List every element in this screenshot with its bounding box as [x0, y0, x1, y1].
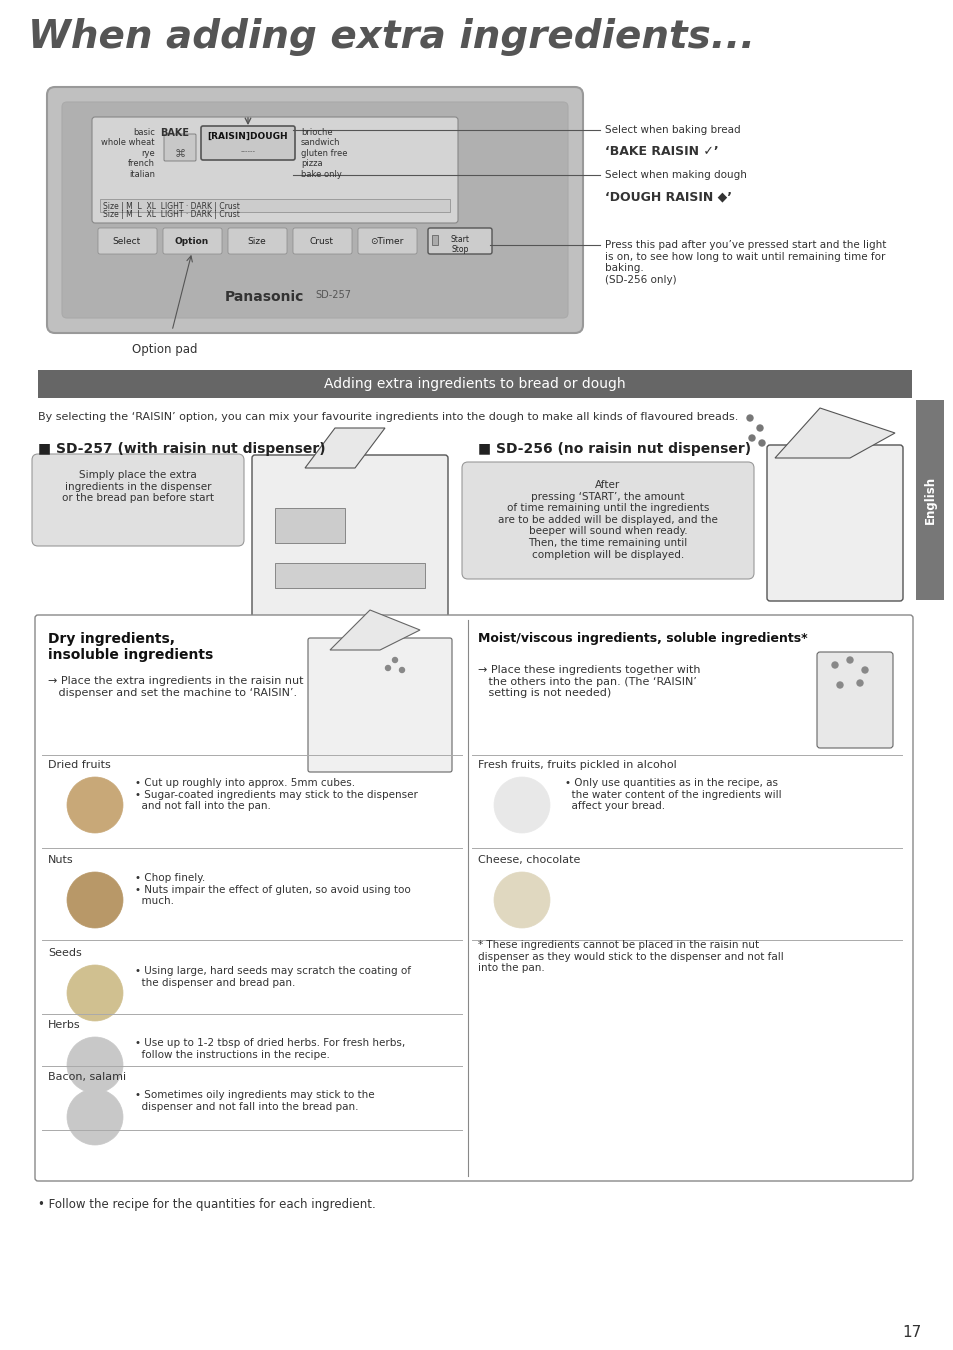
Circle shape: [856, 680, 862, 686]
Text: Simply place the extra
ingredients in the dispenser
or the bread pan before star: Simply place the extra ingredients in th…: [62, 470, 213, 504]
Text: Fresh fruits, fruits pickled in alcohol: Fresh fruits, fruits pickled in alcohol: [477, 760, 676, 770]
FancyBboxPatch shape: [766, 446, 902, 601]
Bar: [432, 235, 437, 244]
FancyBboxPatch shape: [100, 198, 450, 212]
Text: • Sometimes oily ingredients may stick to the
  dispenser and not fall into the : • Sometimes oily ingredients may stick t…: [135, 1089, 375, 1111]
Circle shape: [757, 425, 762, 431]
Text: Seeds: Seeds: [48, 948, 82, 958]
Circle shape: [392, 657, 397, 663]
Circle shape: [748, 435, 754, 441]
Text: ■ SD-257 (with raisin nut dispenser): ■ SD-257 (with raisin nut dispenser): [38, 441, 325, 456]
FancyBboxPatch shape: [32, 454, 244, 545]
Text: • Cut up roughly into approx. 5mm cubes.
• Sugar-coated ingredients may stick to: • Cut up roughly into approx. 5mm cubes.…: [135, 778, 417, 811]
Text: ‘BAKE RAISIN ✓’: ‘BAKE RAISIN ✓’: [604, 144, 718, 158]
Polygon shape: [330, 610, 419, 649]
FancyBboxPatch shape: [163, 228, 222, 254]
Text: Dried fruits: Dried fruits: [48, 760, 111, 770]
Polygon shape: [305, 428, 385, 468]
Circle shape: [67, 1089, 123, 1145]
FancyBboxPatch shape: [252, 455, 448, 626]
Text: ⌘: ⌘: [174, 148, 186, 159]
Text: → Place these ingredients together with
   the others into the pan. (The ‘RAISIN: → Place these ingredients together with …: [477, 666, 700, 698]
Circle shape: [385, 666, 390, 671]
Text: [RAISIN]DOUGH: [RAISIN]DOUGH: [208, 132, 288, 140]
FancyBboxPatch shape: [357, 228, 416, 254]
Bar: [274, 563, 424, 589]
Text: • Use up to 1-2 tbsp of dried herbs. For fresh herbs,
  follow the instructions : • Use up to 1-2 tbsp of dried herbs. For…: [135, 1038, 405, 1060]
FancyBboxPatch shape: [91, 117, 457, 223]
FancyBboxPatch shape: [62, 103, 567, 319]
Text: SD-257: SD-257: [314, 290, 351, 300]
FancyBboxPatch shape: [201, 126, 294, 161]
Text: English: English: [923, 477, 936, 524]
Text: Cheese, chocolate: Cheese, chocolate: [477, 855, 579, 865]
FancyBboxPatch shape: [35, 616, 912, 1181]
Text: ⊙Timer: ⊙Timer: [370, 236, 403, 246]
Circle shape: [759, 440, 764, 446]
Text: When adding extra ingredients...: When adding extra ingredients...: [28, 18, 754, 55]
Circle shape: [831, 662, 837, 668]
Text: BAKE: BAKE: [160, 128, 190, 138]
Text: Adding extra ingredients to bread or dough: Adding extra ingredients to bread or dou…: [324, 377, 625, 392]
Circle shape: [494, 872, 550, 927]
FancyBboxPatch shape: [98, 228, 157, 254]
Text: • Chop finely.
• Nuts impair the effect of gluten, so avoid using too
  much.: • Chop finely. • Nuts impair the effect …: [135, 873, 411, 906]
Text: Crust: Crust: [310, 236, 334, 246]
Bar: [274, 508, 345, 543]
Circle shape: [67, 872, 123, 927]
Polygon shape: [774, 408, 894, 458]
Text: By selecting the ‘RAISIN’ option, you can mix your favourite ingredients into th: By selecting the ‘RAISIN’ option, you ca…: [38, 412, 738, 423]
Text: Start: Start: [450, 235, 469, 244]
Text: ------: ------: [240, 148, 255, 154]
Circle shape: [67, 1037, 123, 1094]
FancyBboxPatch shape: [164, 134, 195, 161]
Text: Size | M  L  XL  LIGHT · DARK | Crust: Size | M L XL LIGHT · DARK | Crust: [103, 211, 239, 219]
Text: • Using large, hard seeds may scratch the coating of
  the dispenser and bread p: • Using large, hard seeds may scratch th…: [135, 967, 411, 988]
Circle shape: [494, 778, 550, 833]
FancyBboxPatch shape: [428, 228, 492, 254]
Text: Option: Option: [174, 236, 209, 246]
Text: Bacon, salami: Bacon, salami: [48, 1072, 126, 1081]
Text: Size | M  L  XL  LIGHT · DARK | Crust: Size | M L XL LIGHT · DARK | Crust: [103, 202, 239, 211]
Text: → Place the extra ingredients in the raisin nut
   dispenser and set the machine: → Place the extra ingredients in the rai…: [48, 676, 303, 698]
Text: Select when baking bread: Select when baking bread: [604, 126, 740, 135]
Circle shape: [862, 667, 867, 674]
Text: • Only use quantities as in the recipe, as
  the water content of the ingredient: • Only use quantities as in the recipe, …: [564, 778, 781, 811]
Text: ■ SD-256 (no raisin nut dispenser): ■ SD-256 (no raisin nut dispenser): [477, 441, 750, 456]
FancyBboxPatch shape: [816, 652, 892, 748]
Bar: [38, 370, 911, 398]
Text: Herbs: Herbs: [48, 1021, 81, 1030]
Text: Size: Size: [248, 236, 266, 246]
Circle shape: [746, 414, 752, 421]
FancyBboxPatch shape: [293, 228, 352, 254]
Text: Option pad: Option pad: [132, 343, 197, 356]
Text: Panasonic: Panasonic: [225, 290, 304, 304]
FancyBboxPatch shape: [461, 462, 753, 579]
Text: Select: Select: [112, 236, 141, 246]
Circle shape: [67, 965, 123, 1021]
FancyBboxPatch shape: [47, 86, 582, 333]
Text: • Follow the recipe for the quantities for each ingredient.: • Follow the recipe for the quantities f…: [38, 1197, 375, 1211]
Text: Select when making dough: Select when making dough: [604, 170, 746, 180]
Text: Moist/viscous ingredients, soluble ingredients*: Moist/viscous ingredients, soluble ingre…: [477, 632, 807, 645]
Bar: [915, 400, 943, 599]
Text: * These ingredients cannot be placed in the raisin nut
dispenser as they would s: * These ingredients cannot be placed in …: [477, 940, 783, 973]
Text: brioche
sandwich
gluten free
pizza
bake only: brioche sandwich gluten free pizza bake …: [301, 128, 347, 178]
FancyBboxPatch shape: [228, 228, 287, 254]
Text: ‘DOUGH RAISIN ◆’: ‘DOUGH RAISIN ◆’: [604, 190, 731, 202]
Text: basic
whole wheat
rye
french
italian: basic whole wheat rye french italian: [101, 128, 154, 178]
Circle shape: [399, 667, 404, 672]
Text: Nuts: Nuts: [48, 855, 73, 865]
Circle shape: [67, 778, 123, 833]
Text: Press this pad after you’ve pressed start and the light
is on, to see how long t: Press this pad after you’ve pressed star…: [604, 240, 885, 285]
FancyBboxPatch shape: [308, 639, 452, 772]
Circle shape: [836, 682, 842, 688]
Text: After
pressing ‘START’, the amount
of time remaining until the ingredients
are t: After pressing ‘START’, the amount of ti…: [497, 481, 718, 560]
Text: Dry ingredients,
insoluble ingredients: Dry ingredients, insoluble ingredients: [48, 632, 213, 663]
Circle shape: [846, 657, 852, 663]
Text: Stop: Stop: [451, 244, 468, 254]
Text: 17: 17: [902, 1324, 921, 1341]
